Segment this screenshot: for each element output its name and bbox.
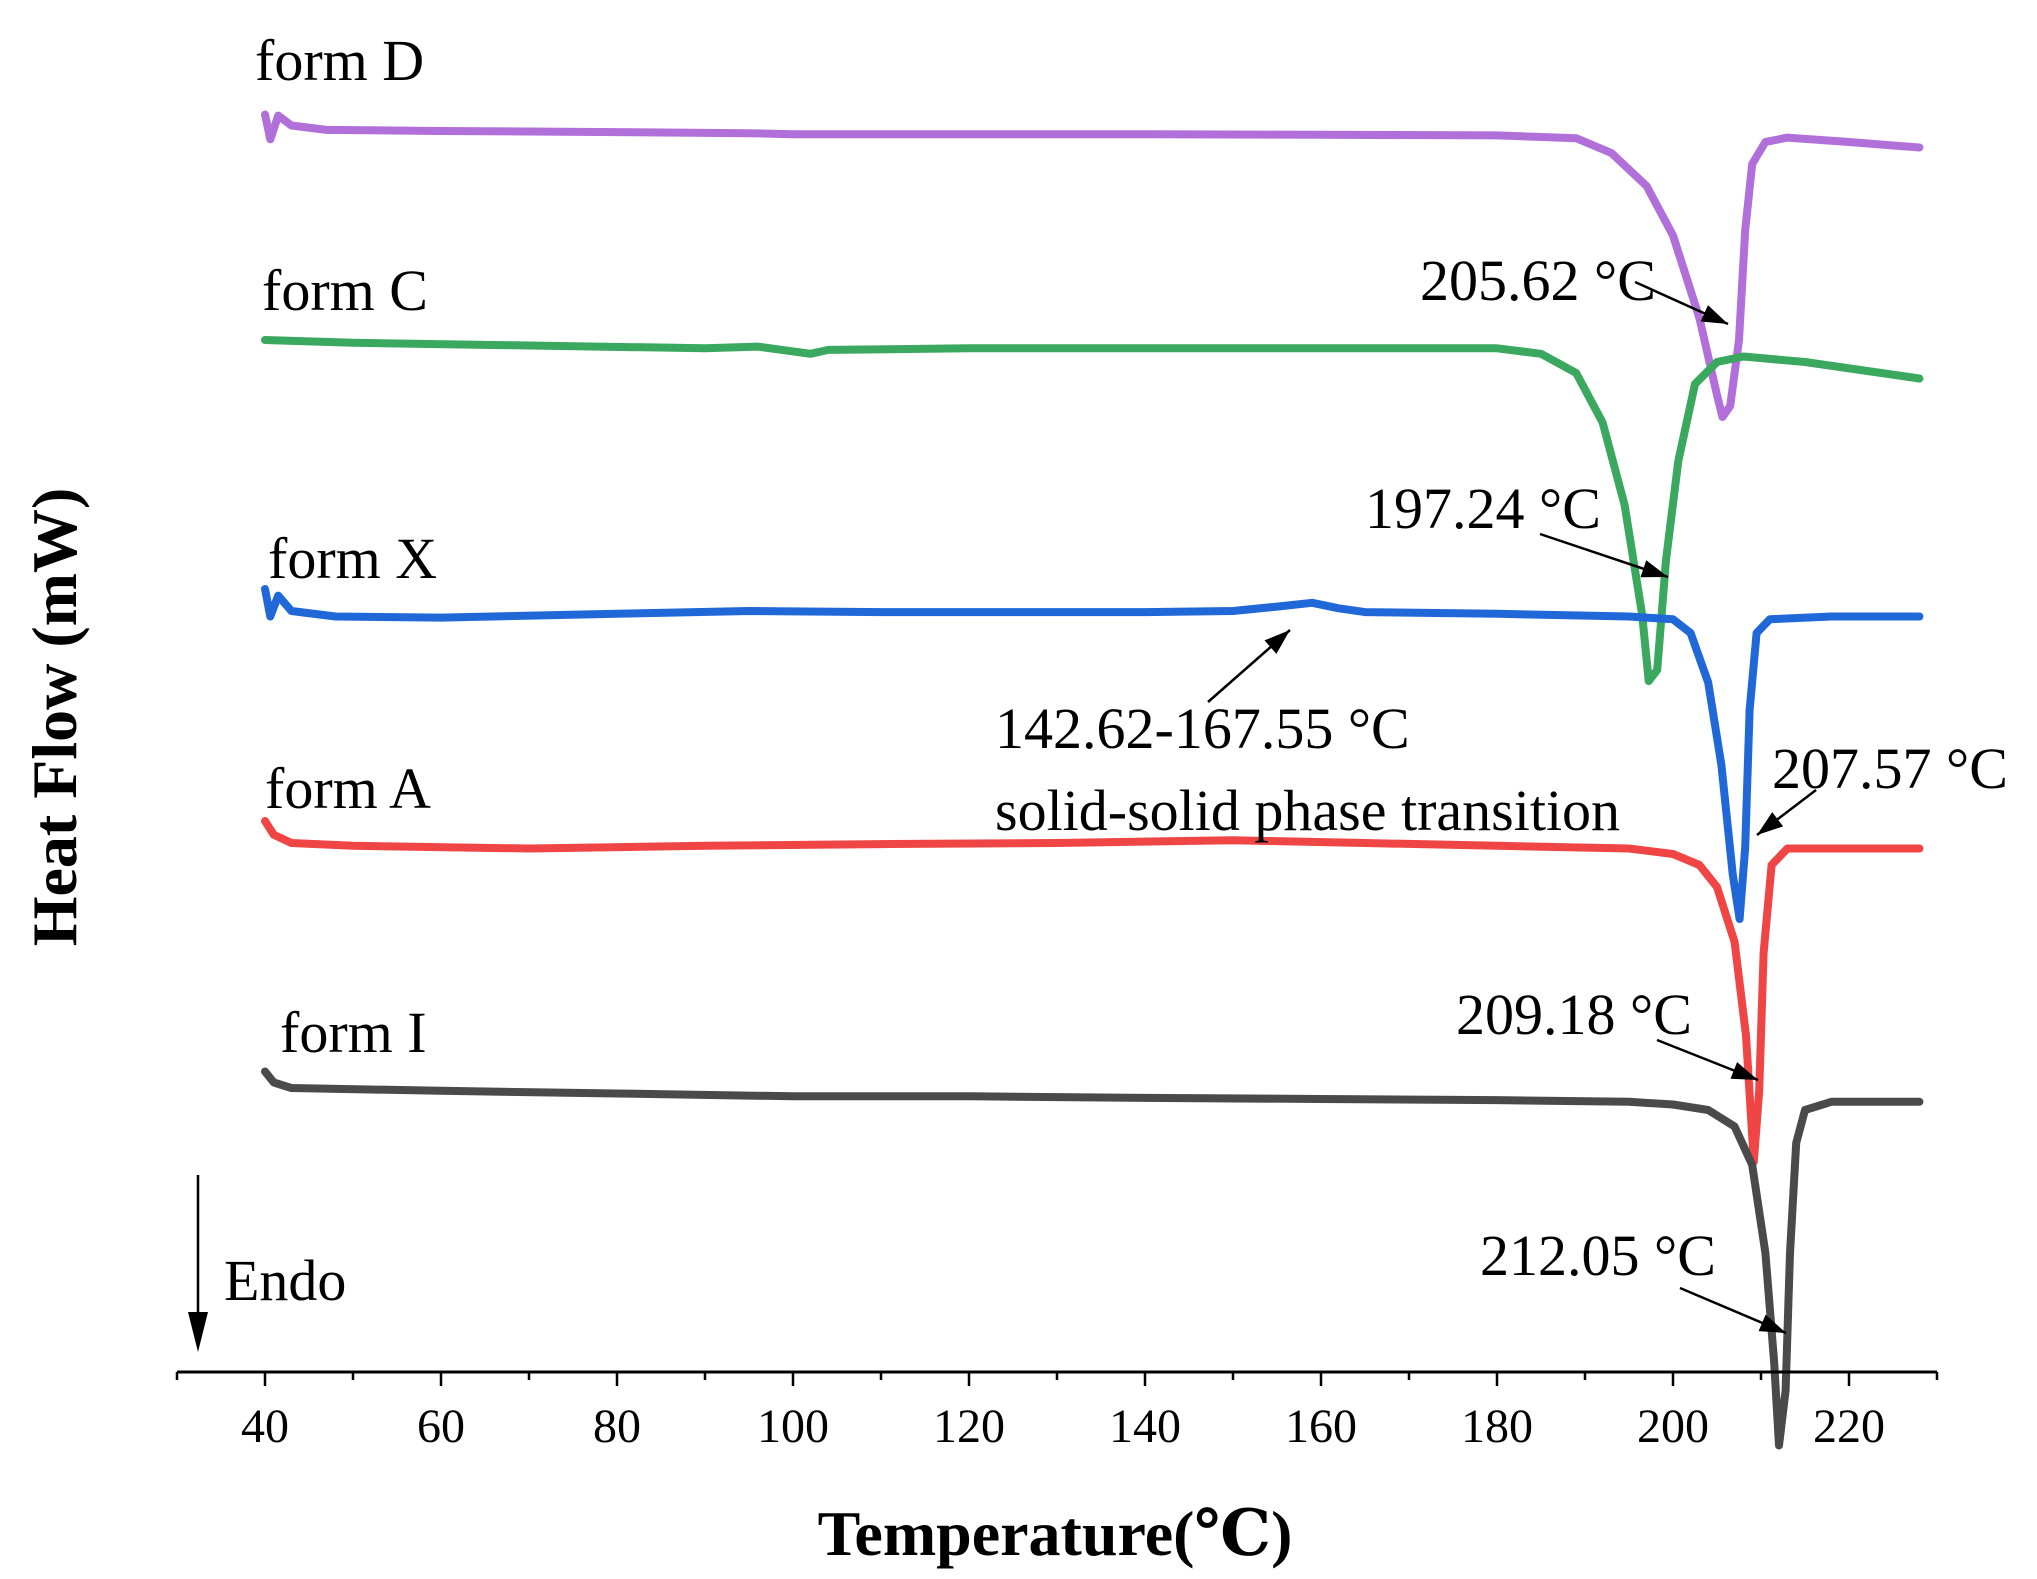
x-tick-label: 180	[1461, 1400, 1533, 1453]
y-axis-title: Heat Flow (mW)	[19, 488, 90, 947]
series-label-form-c: form C	[262, 258, 428, 323]
series-line-form-i	[261, 1067, 1924, 1450]
x-tick-label: 140	[1109, 1400, 1181, 1453]
annotation-7-form-i: 212.05 °C	[1480, 1223, 1716, 1288]
annotation-layer: 205.62 °C 197.24 °C 142.62-167.55 °C solid-…	[995, 248, 2008, 1335]
annotation-1-form-d: 205.62 °C	[1420, 248, 1656, 313]
series-label-layer: form D form C form X form A form I	[255, 28, 437, 1065]
annotation-arrow-head-icon-6	[1730, 1062, 1758, 1080]
series-line-form-x	[261, 585, 1924, 923]
x-tick-label: 220	[1813, 1400, 1885, 1453]
series-label-form-a: form A	[265, 756, 431, 821]
annotation-5-form-x: 207.57 °C	[1772, 736, 2008, 801]
annotation-4-form-x: solid-solid phase transition	[995, 778, 1620, 843]
series-label-form-x: form X	[268, 526, 437, 591]
x-tick-label: 40	[241, 1400, 289, 1453]
x-tick-label: 200	[1637, 1400, 1709, 1453]
series-line-form-d	[261, 110, 1924, 421]
endo-indicator: Endo	[188, 1175, 346, 1352]
annotation-6-form-a: 209.18 °C	[1456, 982, 1692, 1047]
endo-arrow-head-icon	[188, 1312, 208, 1352]
x-tick-label: 160	[1285, 1400, 1357, 1453]
annotation-3-form-x: 142.62-167.55 °C	[995, 696, 1410, 761]
endo-label: Endo	[224, 1248, 346, 1313]
annotation-2-form-c: 197.24 °C	[1365, 476, 1601, 541]
x-axis-title: Temperature(℃)	[818, 1498, 1293, 1569]
x-tick-label: 120	[933, 1400, 1005, 1453]
series-layer	[261, 110, 1924, 1450]
annotation-arrow-head-icon-1	[1700, 305, 1728, 324]
annotation-arrow-head-icon-7	[1758, 1314, 1786, 1333]
x-tick-label: 100	[757, 1400, 829, 1453]
series-label-form-d: form D	[255, 28, 424, 93]
series-line-form-c	[261, 336, 1924, 685]
x-tick-label: 80	[593, 1400, 641, 1453]
annotation-arrow-head-icon-3	[1264, 630, 1290, 654]
series-label-form-i: form I	[280, 1000, 427, 1065]
annotation-arrow-head-icon-5	[1757, 812, 1784, 835]
x-tick-label: 60	[417, 1400, 465, 1453]
series-line-form-a	[261, 817, 1924, 1166]
annotation-arrow-head-icon-2	[1640, 560, 1668, 578]
x-axis: 40 60 80 100 120 140 160 180 200 220	[175, 1370, 1939, 1453]
